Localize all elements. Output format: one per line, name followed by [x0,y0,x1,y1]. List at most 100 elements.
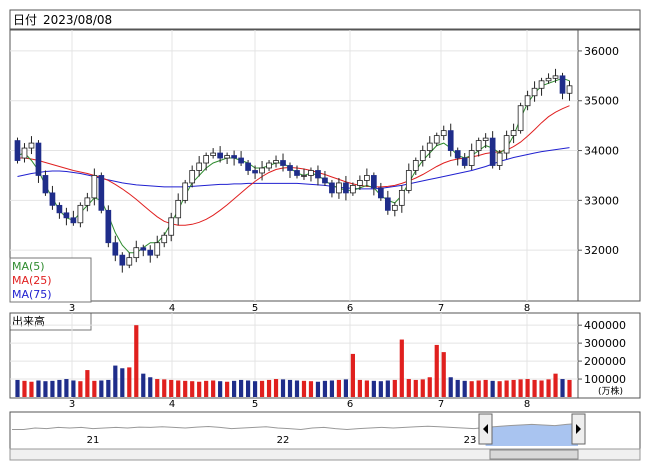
volume-bar [497,381,502,397]
volume-x-tick-label: 3 [69,399,75,410]
candle-body [49,192,56,206]
candle-body [294,170,300,176]
volume-bar [162,379,167,397]
candle-body [426,142,433,151]
candle-body [545,77,552,82]
candle-body [308,170,314,176]
candle-body [329,182,335,194]
navigator-x-tick-label: 23 [464,435,477,446]
price-y-tick-label: 33000 [584,194,619,207]
candle-body [412,160,419,171]
candle-body [147,249,154,256]
volume-bar [364,380,369,397]
candle-body [203,155,210,164]
candle-body [489,137,496,166]
volume-bar [15,379,20,397]
legend-ma25: MA(25) [12,274,52,287]
navigator-scrollbar[interactable] [9,448,641,461]
candle-body [398,190,405,206]
candle-body [112,242,119,256]
volume-y-tick-label: 200000 [584,355,626,368]
volume-bar [504,380,509,397]
candle-body [482,137,489,141]
candle-body [196,162,203,171]
candle-body [98,175,105,211]
volume-x-ticks: 3 4 5 6 7 8 [69,399,530,410]
ma-line-ma75 [17,147,570,190]
candle-body [210,152,216,156]
volume-bar [92,380,97,397]
candle-body [503,135,510,154]
navigator-scroll-thumb[interactable] [489,449,579,460]
volume-bar [85,370,90,397]
candle-body [70,217,77,224]
candle-body [357,180,363,186]
candle-body [35,142,42,176]
volume-bar [78,381,83,397]
candle-body [14,140,21,161]
ma-legend-box [9,257,92,303]
volume-title: 出来高 [12,314,45,328]
volume-bar [336,379,342,397]
ma-line-ma25 [17,105,570,226]
volume-bar [183,380,188,397]
price-x-tick-label: 6 [347,303,353,314]
candle-body [245,162,251,171]
candle-body [566,85,573,94]
price-x-tick-label: 7 [438,303,444,314]
candle-body [405,170,412,191]
volume-bar [392,379,397,397]
volume-bar [141,373,146,397]
candle-body [105,209,112,244]
volume-bar [532,379,537,397]
volume-bar [560,379,565,397]
price-x-tick-label: 3 [69,303,75,314]
volume-bar [357,379,362,397]
volume-bar [371,380,376,397]
volume-panel [9,312,641,399]
candle-body [189,170,196,184]
candle-body [77,204,84,224]
chevron-right-icon [576,424,581,434]
candle-body [238,157,244,164]
date-header [9,9,641,30]
volume-bar [301,380,307,397]
price-x-tick-label: 8 [524,303,530,314]
volume-bar [232,380,237,397]
candle-body [84,197,91,206]
volume-bar [148,377,153,397]
candle-body [63,212,70,219]
candle-body [419,150,426,161]
candle-body [91,175,98,199]
price-y-tick-label: 32000 [584,244,619,257]
price-y-tick-label: 34000 [584,145,619,158]
volume-bar [120,368,125,397]
volume-bar [259,380,265,397]
volume-bar [106,379,111,397]
volume-bar [280,379,286,397]
candle-body [538,80,545,89]
candle-body [440,130,447,137]
volume-bar [385,380,390,397]
candle-body [468,150,475,166]
candle-body [217,152,223,159]
volume-bar [204,380,209,397]
volume-bar [99,380,104,397]
volume-bar [511,379,516,397]
candle-body [21,147,28,159]
volume-bar [518,379,523,397]
volume-bar [343,379,349,397]
volume-bar [127,367,132,397]
volume-bar [169,379,174,397]
volume-y-tick-label: 300000 [584,337,626,350]
volume-bar [294,380,300,397]
volume-bar [427,377,432,397]
volume-bar [43,381,48,397]
candle-body [280,160,286,166]
volume-bar [273,379,279,397]
candle-body [531,87,538,97]
volume-bar [308,381,314,397]
legend-ma75: MA(75) [12,288,52,301]
candle-body [461,157,468,166]
